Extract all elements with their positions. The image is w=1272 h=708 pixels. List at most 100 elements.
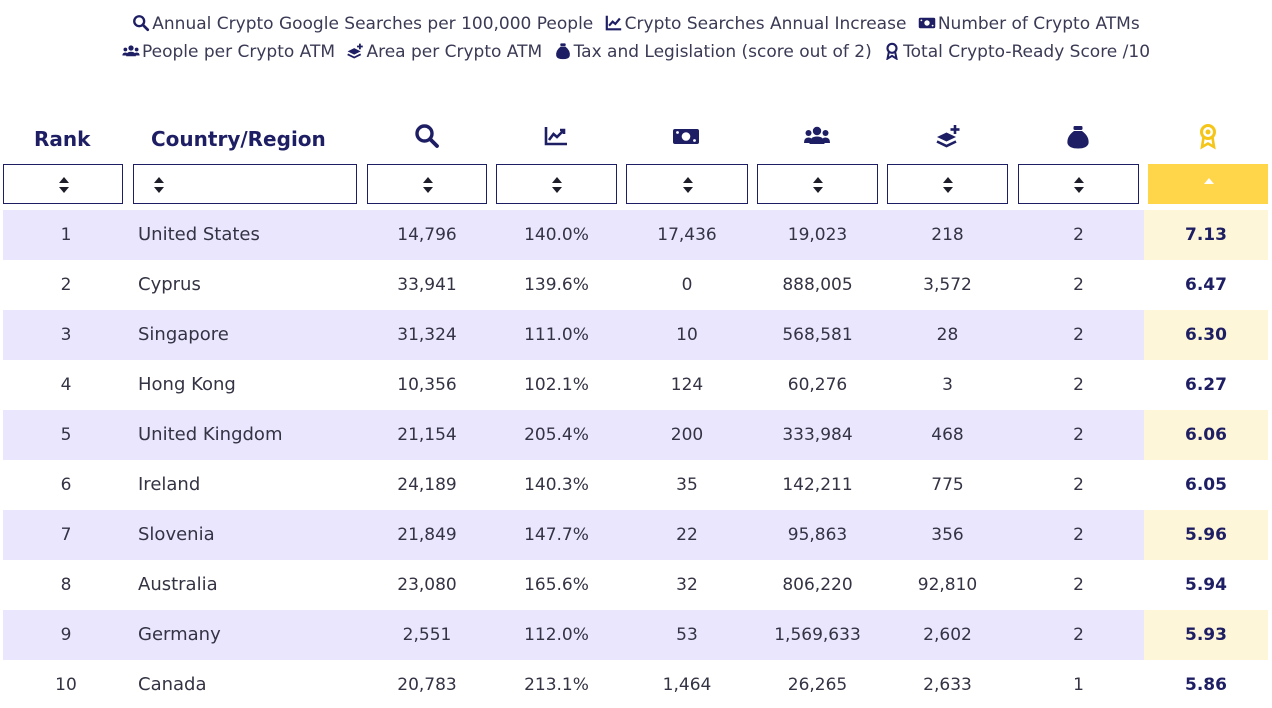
cell-rank: 7 (60, 525, 72, 545)
table-row: 8 Australia 23,080 165.6% 32 806,220 92,810 2 5.… (3, 560, 1268, 610)
cell-people: 60,276 (787, 375, 848, 395)
money-bill-icon (673, 129, 699, 144)
cell-increase: 165.6% (524, 575, 589, 595)
sort-icon (1074, 177, 1084, 193)
sort-button-searches[interactable] (367, 164, 487, 204)
cell-country: Germany (138, 624, 221, 645)
search-icon (133, 15, 150, 32)
cell-area: 356 (931, 525, 964, 545)
cell-country: Singapore (138, 324, 229, 345)
cell-rank: 9 (60, 625, 72, 645)
layer-plus-icon (936, 125, 960, 148)
layer-plus-icon (347, 43, 364, 59)
cell-rank: 10 (55, 675, 77, 695)
cell-score: 5.96 (1144, 510, 1268, 560)
legend-item-searches: Annual Crypto Google Searches per 100,00… (132, 14, 593, 34)
column-header-country: Country/Region (151, 127, 326, 151)
cell-score: 6.05 (1185, 475, 1227, 495)
cell-area: 2,633 (923, 675, 972, 695)
cell-people: 95,863 (787, 525, 848, 545)
cell-score: 5.94 (1185, 575, 1227, 595)
cell-increase: 205.4% (524, 425, 589, 445)
column-header-area (934, 122, 962, 150)
column-header-searches (413, 122, 441, 150)
legend-label: Crypto Searches Annual Increase (624, 14, 907, 34)
sort-button-country[interactable] (133, 164, 357, 204)
table-row: 2 Cyprus 33,941 139.6% 0 888,005 3,572 2 6.47 (3, 260, 1268, 310)
table-row: 6 Ireland 24,189 140.3% 35 142,211 775 2 6.05 (3, 460, 1268, 510)
cell-rank: 1 (60, 225, 72, 245)
legend-label: Area per Crypto ATM (366, 42, 543, 62)
legend-label: Number of Crypto ATMs (937, 14, 1140, 34)
cell-increase: 111.0% (524, 325, 589, 345)
award-icon (886, 42, 899, 61)
sort-button-tax[interactable] (1018, 164, 1139, 204)
money-bag-icon (1067, 126, 1089, 149)
cell-atms: 32 (676, 575, 698, 595)
cell-area: 92,810 (917, 575, 978, 595)
column-header-increase (542, 122, 570, 150)
cell-country: United Kingdom (138, 424, 283, 445)
cell-searches: 23,080 (397, 575, 457, 595)
cell-area: 28 (936, 325, 959, 345)
table-row: 3 Singapore 31,324 111.0% 10 568,581 28 2 6.30 (3, 310, 1268, 360)
legend-label: Tax and Legislation (score out of 2) (573, 42, 872, 62)
sort-icon (943, 177, 953, 193)
sort-button-rank[interactable] (3, 164, 123, 204)
cell-people: 26,265 (787, 675, 848, 695)
chart-line-icon (544, 127, 567, 146)
sort-icon (683, 177, 693, 193)
sort-button-increase[interactable] (496, 164, 617, 204)
cell-people: 333,984 (782, 425, 853, 445)
cell-area: 2,602 (923, 625, 972, 645)
cell-score: 6.30 (1144, 310, 1268, 360)
cell-people: 142,211 (782, 475, 853, 495)
cell-country: United States (138, 224, 260, 245)
cell-area: 468 (931, 425, 964, 445)
cell-people: 806,220 (782, 575, 853, 595)
cell-tax: 1 (1073, 675, 1084, 695)
cell-people: 568,581 (782, 325, 853, 345)
cell-rank: 8 (60, 575, 72, 595)
column-header-rank: Rank (34, 127, 91, 151)
cell-increase: 213.1% (524, 675, 589, 695)
sort-button-atms[interactable] (626, 164, 748, 204)
cell-searches: 21,154 (397, 425, 457, 445)
legend-item-area: Area per Crypto ATM (346, 42, 542, 62)
cell-tax: 2 (1073, 325, 1084, 345)
cell-tax: 2 (1073, 375, 1084, 395)
cell-tax: 2 (1073, 425, 1084, 445)
cell-score: 6.27 (1185, 375, 1227, 395)
cell-country: Australia (138, 574, 218, 595)
cell-score: 6.06 (1144, 410, 1268, 460)
money-bill-icon (918, 17, 936, 29)
cell-searches: 24,189 (397, 475, 457, 495)
cell-increase: 139.6% (524, 275, 589, 295)
cell-searches: 33,941 (397, 275, 457, 295)
money-bag-icon (555, 43, 570, 60)
legend-label: Annual Crypto Google Searches per 100,00… (152, 14, 594, 34)
legend-item-increase: Crypto Searches Annual Increase (605, 14, 907, 34)
cell-atms: 200 (670, 425, 704, 445)
cell-tax: 2 (1073, 225, 1084, 245)
cell-tax: 2 (1073, 475, 1084, 495)
cell-atms: 17,436 (657, 225, 717, 245)
chart-line-icon (605, 15, 621, 31)
cell-increase: 147.7% (524, 525, 589, 545)
cell-searches: 21,849 (397, 525, 457, 545)
table-row: 9 Germany 2,551 112.0% 53 1,569,633 2,602 2 5.93 (3, 610, 1268, 660)
cell-rank: 2 (60, 275, 72, 295)
cell-tax: 2 (1073, 275, 1084, 295)
cell-tax: 2 (1073, 575, 1084, 595)
legend-label: Total Crypto-Ready Score /10 (903, 42, 1151, 62)
sort-button-area[interactable] (887, 164, 1008, 204)
column-header-atms (672, 122, 700, 150)
cell-rank: 4 (60, 375, 72, 395)
sort-button-score[interactable] (1148, 164, 1268, 204)
users-icon (804, 126, 830, 144)
cell-people: 1,569,633 (774, 625, 861, 645)
cell-searches: 10,356 (397, 375, 457, 395)
cell-area: 218 (931, 225, 964, 245)
sort-button-people[interactable] (757, 164, 878, 204)
legend-item-score: Total Crypto-Ready Score /10 (883, 42, 1150, 62)
